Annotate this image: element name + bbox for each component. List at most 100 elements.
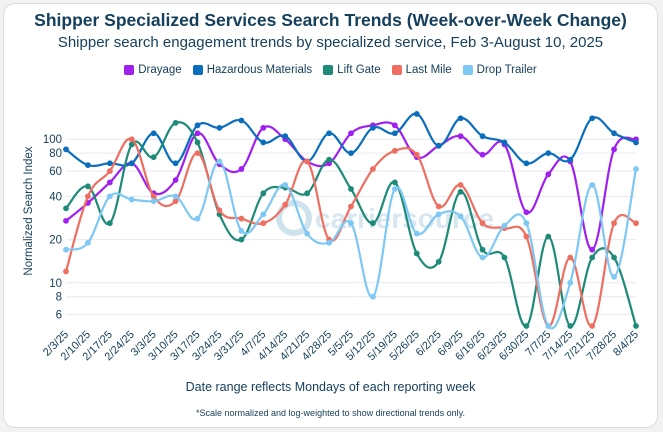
y-tick-label: 8 (56, 292, 62, 304)
data-point (545, 233, 552, 240)
data-point (633, 139, 639, 146)
data-point (348, 150, 354, 157)
data-point (282, 133, 289, 140)
data-point (194, 215, 201, 222)
chart-card: Shipper Specialized Services Search Tren… (3, 3, 658, 428)
x-axis-label: Date range reflects Mondays of each repo… (185, 380, 476, 394)
data-point (238, 215, 245, 222)
data-point (589, 246, 596, 253)
data-point (435, 258, 442, 265)
data-point (63, 246, 69, 253)
data-point (589, 182, 596, 188)
legend-label: Drop Trailer (476, 64, 537, 76)
data-point (282, 182, 289, 188)
y-tick-label: 20 (49, 235, 62, 247)
data-point (194, 150, 201, 157)
x-tick-label: 8/4/25 (611, 329, 641, 359)
data-point (545, 323, 552, 329)
legend-item-0[interactable]: Drayage (124, 64, 182, 76)
data-point (128, 136, 135, 143)
legend-label: Last Mile (405, 64, 452, 76)
data-point (238, 166, 245, 172)
data-point (391, 147, 398, 154)
data-point (194, 122, 201, 129)
data-point (391, 130, 398, 137)
legend-item-2[interactable]: Lift Gate (323, 64, 381, 76)
y-tick-label: 10 (49, 278, 62, 290)
data-point (326, 156, 332, 163)
data-point (348, 220, 354, 227)
data-point (413, 250, 420, 257)
data-point (545, 171, 552, 178)
data-point (545, 150, 552, 157)
y-axis-label: Normalized Search Index (23, 146, 35, 275)
data-point (106, 168, 113, 174)
data-point (326, 130, 332, 137)
data-point (172, 198, 179, 205)
data-point (326, 239, 332, 246)
series-1 (63, 111, 639, 169)
legend-item-1[interactable]: Hazardous Materials (192, 64, 313, 76)
data-point (304, 190, 311, 197)
data-point (435, 211, 442, 218)
footnote: *Scale normalized and log-weighted to sh… (196, 408, 465, 418)
data-point (435, 142, 442, 149)
chart-subtitle: Shipper search engagement trends by spec… (57, 34, 604, 51)
data-point (633, 166, 639, 172)
legend-swatch (192, 65, 203, 75)
legend-label: Hazardous Materials (206, 64, 313, 76)
data-point (348, 130, 354, 137)
data-point (370, 220, 376, 227)
legend-swatch (391, 65, 402, 75)
data-point (172, 119, 179, 126)
data-point (370, 124, 376, 131)
data-point (370, 166, 376, 172)
data-point (150, 130, 157, 137)
data-point (172, 177, 179, 183)
data-point (633, 220, 639, 227)
legend-label: Drayage (138, 64, 182, 76)
data-point (611, 130, 617, 137)
data-point (85, 162, 91, 169)
data-point (413, 230, 420, 237)
data-point (106, 193, 113, 200)
data-point (567, 323, 574, 329)
data-point (172, 193, 179, 200)
data-point (85, 193, 91, 200)
data-point (63, 217, 69, 224)
data-point (633, 323, 639, 329)
data-point (150, 154, 157, 161)
data-point (260, 124, 267, 131)
data-point (106, 220, 113, 227)
data-point (260, 190, 267, 197)
data-point (523, 160, 530, 167)
data-point (479, 220, 486, 227)
data-point (501, 254, 508, 261)
data-point (63, 146, 69, 153)
data-point (348, 186, 354, 192)
data-point (304, 230, 311, 237)
legend-swatch (323, 65, 334, 75)
y-tick-label: 60 (49, 166, 62, 178)
data-point (457, 133, 464, 140)
data-point (128, 160, 135, 167)
data-point (457, 188, 464, 195)
data-point (106, 160, 113, 167)
data-point (479, 151, 486, 158)
data-point (567, 156, 574, 163)
legend-item-3[interactable]: Last Mile (391, 64, 452, 76)
legend-item-4[interactable]: Drop Trailer (462, 64, 537, 76)
data-point (589, 115, 596, 122)
data-point (370, 293, 376, 300)
y-tick-label: 40 (49, 191, 62, 203)
data-point (523, 209, 530, 216)
data-point (391, 122, 398, 129)
data-point (260, 220, 267, 227)
data-point (435, 203, 442, 210)
data-point (150, 198, 157, 205)
data-point (238, 117, 245, 124)
data-point (260, 139, 267, 146)
data-point (128, 196, 135, 203)
data-point (589, 254, 596, 261)
